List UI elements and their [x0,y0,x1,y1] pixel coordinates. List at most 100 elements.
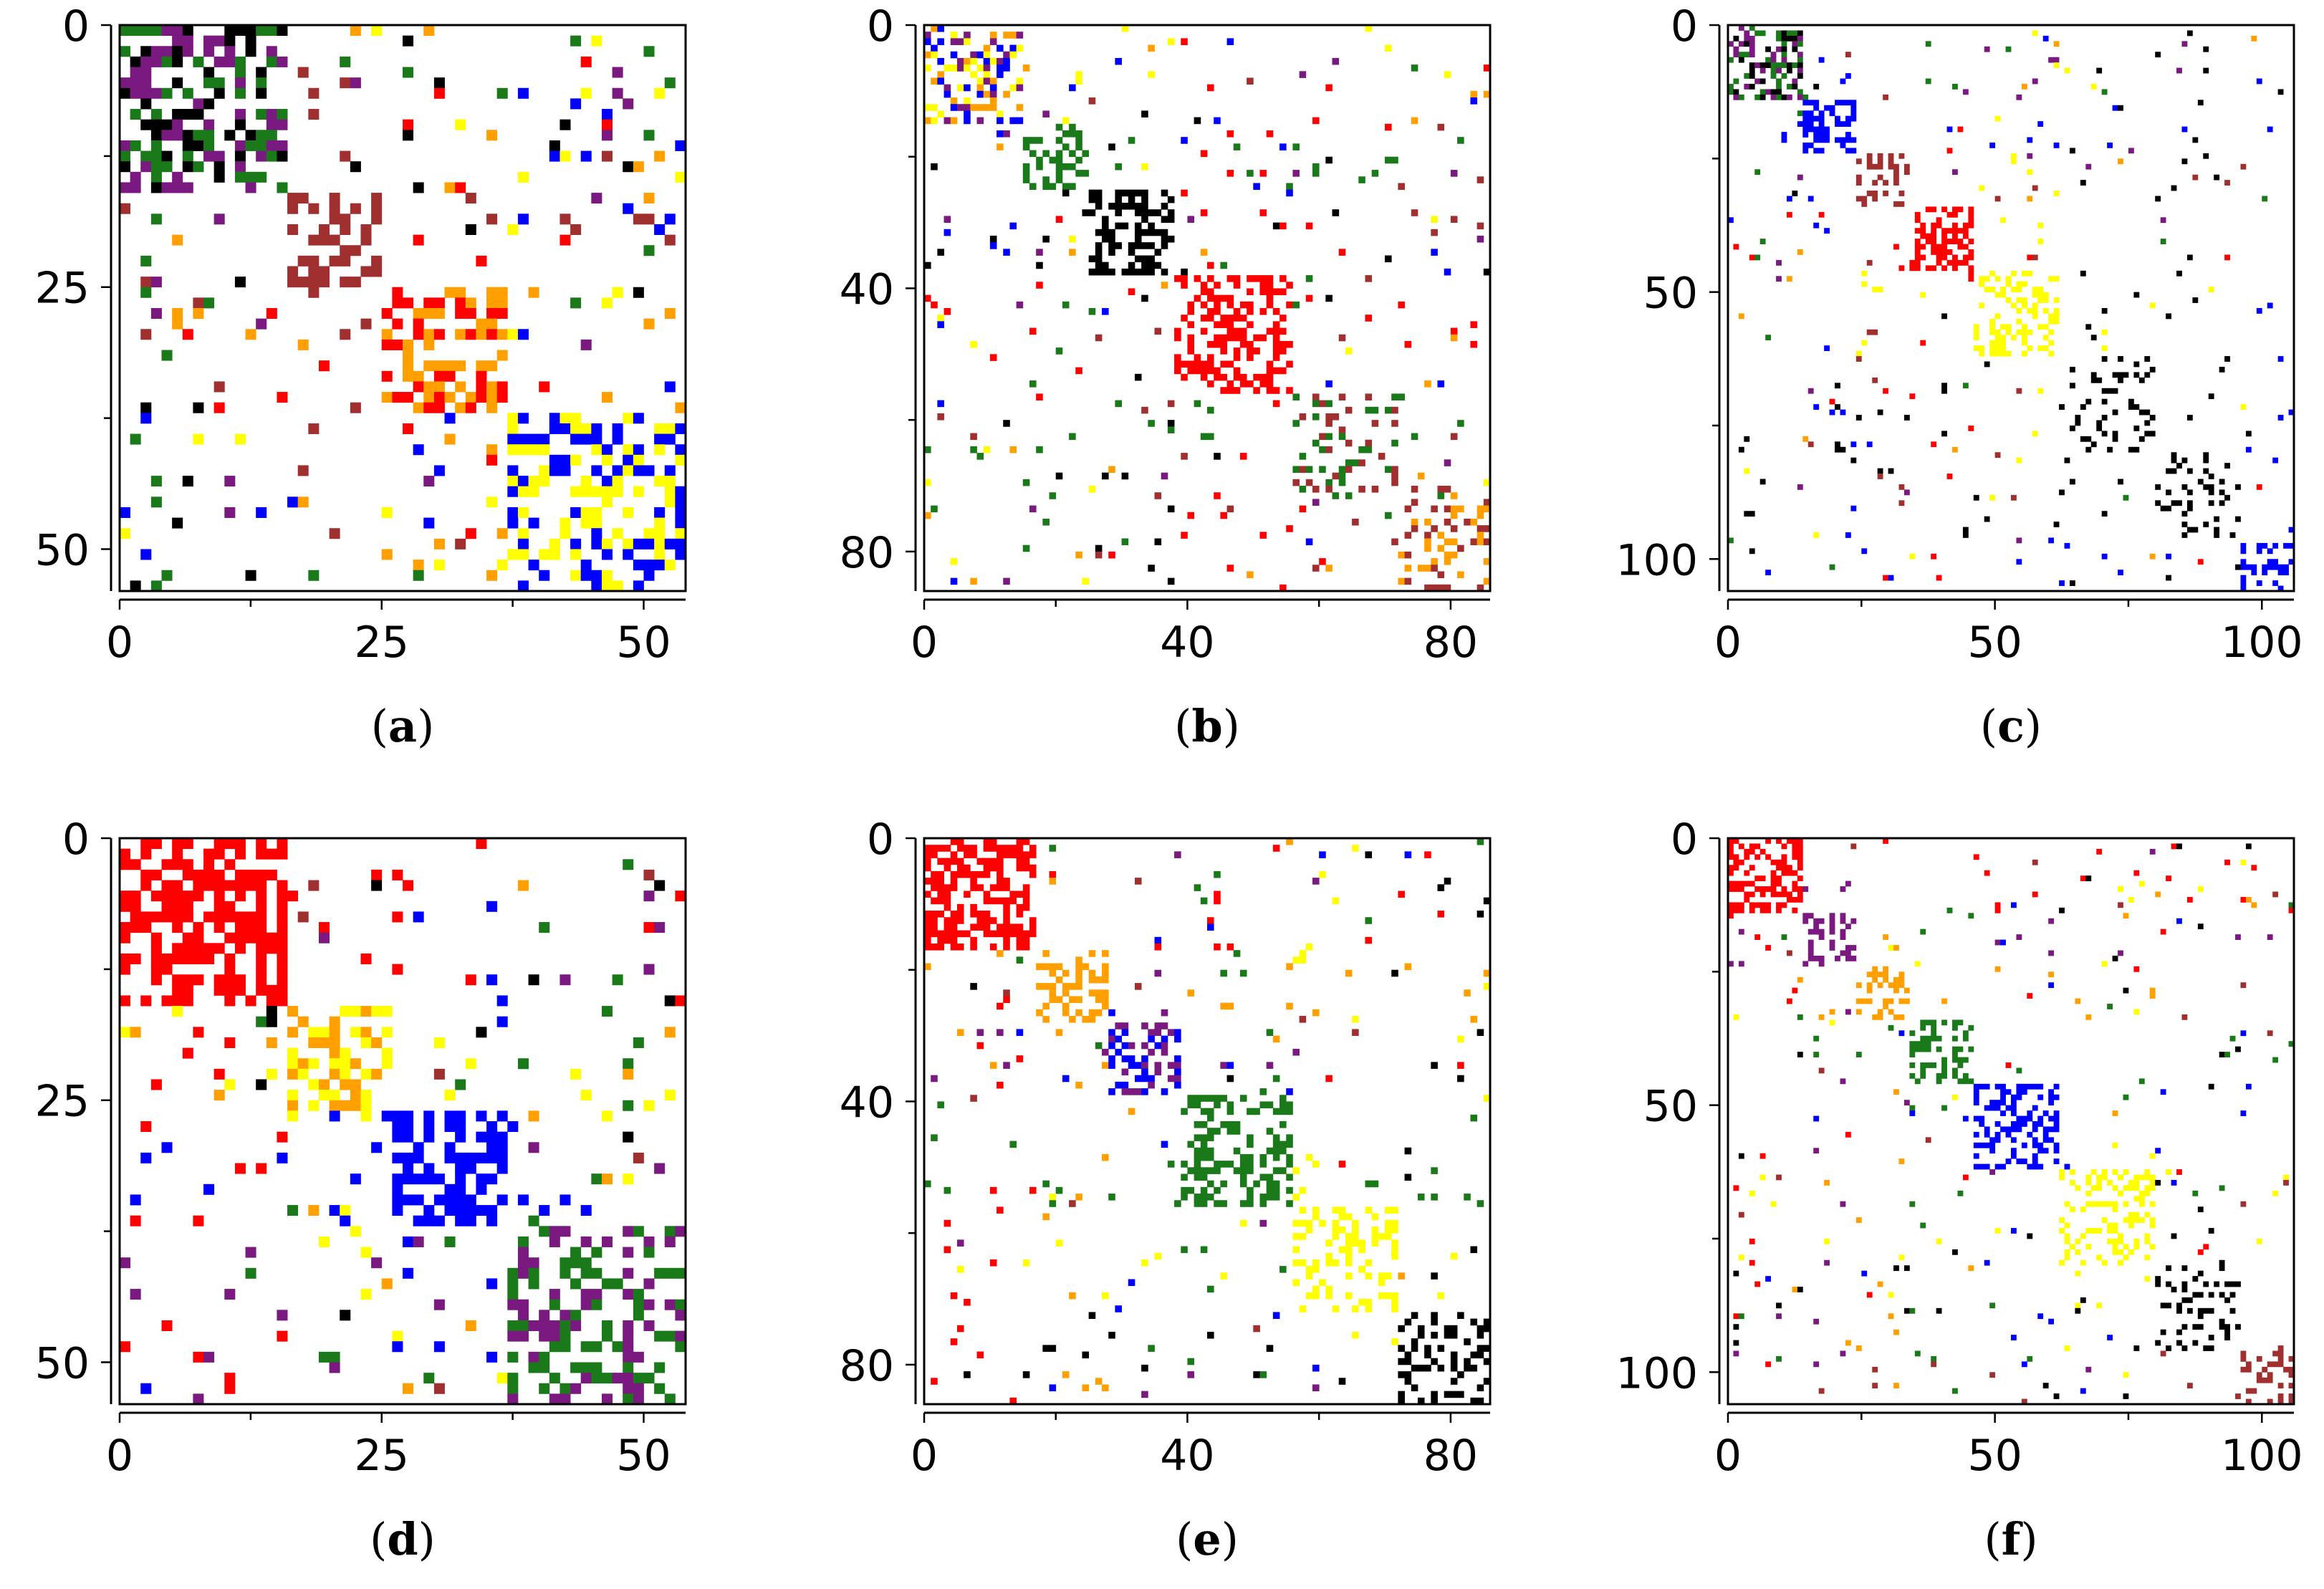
matrix-cell [2267,126,2273,133]
matrix-cell [403,1152,414,1163]
matrix-cell [2149,993,2156,999]
matrix-cell [150,56,162,67]
matrix-cell [612,476,623,487]
matrix-cell [623,203,634,214]
matrix-cell [1319,1279,1326,1287]
matrix-cell [1272,400,1280,408]
matrix-cell [664,1393,676,1405]
matrix-cell [1797,67,1803,74]
matrix-cell [1207,1194,1214,1201]
matrix-cell [517,87,529,99]
matrix-cell [2288,1366,2295,1373]
matrix-cell [318,1037,330,1048]
matrix-cell [1181,1246,1188,1254]
matrix-cell [924,261,931,269]
matrix-cell [664,1236,676,1247]
matrix-cell [2032,1083,2038,1090]
matrix-cell [1325,479,1333,486]
matrix-cell [956,1266,964,1273]
matrix-cell [455,1173,466,1185]
matrix-cell [329,1110,340,1122]
matrix-cell [1968,270,1974,277]
matrix-cell [1431,249,1438,256]
matrix-cell [1042,183,1050,191]
matrix-cell [277,984,288,996]
matrix-cell [1457,1035,1464,1043]
matrix-cell [1378,1272,1386,1280]
matrix-cell [943,903,951,911]
matrix-cell [423,1173,435,1185]
matrix-cell [1003,996,1010,1004]
matrix-cell [182,953,193,964]
matrix-cell [1776,67,1782,74]
matrix-cell [1055,137,1063,144]
matrix-cell [1914,1041,1921,1047]
matrix-cell [2069,479,2075,485]
matrix-cell [120,25,131,37]
matrix-cell [1754,62,1761,69]
matrix-cell [1148,222,1155,230]
matrix-cell [203,880,215,891]
matrix-cell [1738,446,1744,453]
matrix-cell [1299,1206,1307,1214]
matrix-cell [2048,276,2055,282]
matrix-cell [2197,1324,2204,1330]
matrix-cell [1141,216,1148,223]
matrix-cell [591,1247,602,1258]
matrix-cell [591,1299,602,1310]
matrix-cell [2016,287,2022,293]
matrix-cell [1167,38,1175,45]
matrix-cell [423,381,435,393]
matrix-cell [2267,564,2273,570]
matrix-cell [150,119,162,130]
matrix-cell [318,1090,330,1101]
matrix-cell [1148,1029,1155,1036]
matrix-cell [1042,1002,1050,1010]
matrix-cell [2011,1100,2017,1106]
matrix-cell [1450,492,1458,499]
matrix-cell [1319,558,1326,565]
matrix-cell [2245,843,2252,850]
matrix-cell [2181,1281,2188,1287]
matrix-cell [2186,500,2193,507]
matrix-cell [2181,511,2188,517]
matrix-cell [1174,1062,1181,1069]
matrix-cell [2208,1345,2214,1351]
matrix-cell [1272,347,1280,355]
matrix-cell [413,381,424,393]
matrix-cell [950,104,958,111]
matrix-cell [150,974,162,986]
matrix-cell [580,1341,592,1353]
matrix-cell [1226,301,1234,309]
matrix-cell [1749,67,1755,74]
matrix-cell [1385,512,1392,519]
matrix-cell [140,1121,152,1133]
matrix-cell [1957,1019,1964,1026]
matrix-cell [1946,249,1953,255]
matrix-cell [1352,1331,1359,1339]
matrix-cell [392,1205,403,1216]
matrix-cell [2101,1201,2108,1207]
matrix-cell [2101,431,2108,437]
matrix-cell [539,1383,550,1394]
matrix-cell [2128,398,2134,405]
matrix-cell [1128,261,1135,269]
matrix-cell [2181,41,2188,47]
matrix-cell [340,1068,351,1080]
matrix-cell [2123,372,2129,378]
matrix-cell [1009,222,1017,230]
matrix-cell [350,1006,361,1017]
matrix-cell [381,1047,393,1059]
matrix-cell [150,1079,162,1090]
matrix-cell [392,1152,403,1163]
matrix-cell [1483,479,1491,486]
matrix-cell [1207,84,1214,92]
matrix-cell [2016,318,2022,325]
matrix-cell [1464,518,1471,526]
matrix-cell [444,1152,456,1163]
matrix-cell [539,476,550,487]
matrix-cell [1148,255,1155,263]
matrix-cell [1181,1108,1188,1115]
matrix-cell [1075,130,1082,138]
matrix-cell [2171,1287,2177,1292]
